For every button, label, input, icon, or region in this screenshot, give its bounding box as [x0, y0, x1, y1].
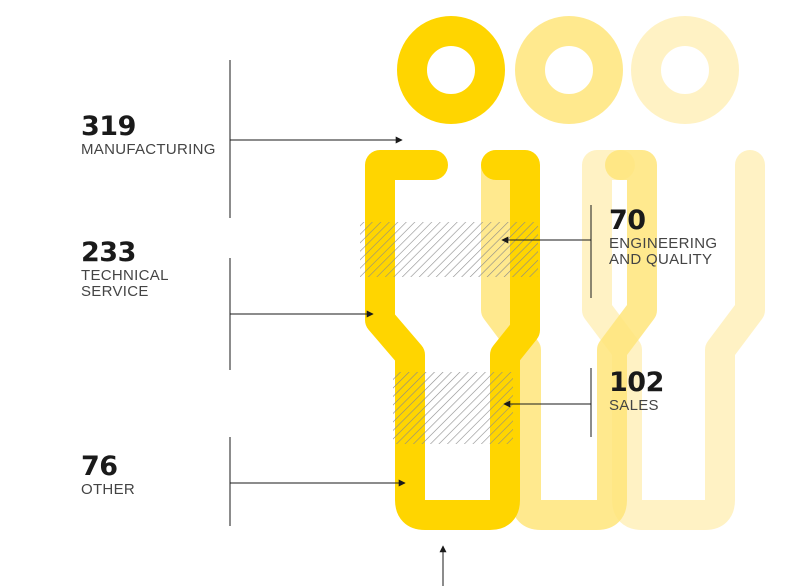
engineering-hatch-band [360, 222, 538, 277]
stat-sales: 102 SALES [609, 368, 664, 414]
technical-service-label-line2: SERVICE [81, 283, 149, 300]
person-figure-front [365, 16, 540, 530]
manufacturing-value: 319 [81, 111, 136, 142]
stat-manufacturing: 319 MANUFACTURING [81, 112, 216, 158]
pointer-arrows [230, 136, 591, 586]
person-figure-medium [481, 16, 657, 530]
engineering-quality-label-line2: AND QUALITY [609, 251, 713, 268]
engineering-quality-label-line1: ENGINEERING [609, 235, 718, 252]
stat-engineering-quality: 70 ENGINEERING AND QUALITY [609, 206, 717, 268]
sales-hatch-band [393, 372, 513, 444]
sales-value: 102 [609, 367, 664, 398]
other-label: OTHER [81, 481, 135, 498]
technical-service-value: 233 [81, 237, 136, 268]
engineering-quality-value: 70 [609, 205, 646, 236]
technical-service-label-line1: TECHNICAL [81, 267, 169, 284]
stat-technical-service: 233 TECHNICAL SERVICE [81, 238, 169, 300]
technical-service-label: TECHNICAL SERVICE [81, 268, 169, 300]
sales-label: SALES [609, 397, 659, 414]
stat-other: 76 OTHER [81, 452, 135, 498]
manufacturing-label: MANUFACTURING [81, 141, 216, 158]
other-value: 76 [81, 451, 118, 482]
engineering-quality-label: ENGINEERING AND QUALITY [609, 236, 717, 268]
